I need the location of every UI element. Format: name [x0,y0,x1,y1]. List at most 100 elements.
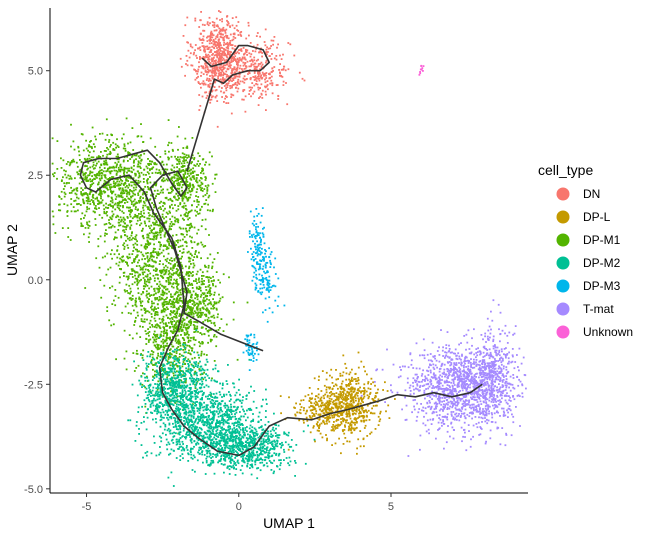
data-point [147,206,150,209]
data-point [106,306,109,309]
data-point [212,304,215,307]
data-point [173,306,175,308]
data-point [165,163,168,166]
data-point [163,273,166,276]
data-point [201,341,204,343]
data-point [205,289,208,291]
data-point [315,410,318,412]
data-point [189,184,192,187]
data-point [167,158,170,161]
data-point [91,183,93,186]
data-point [357,397,360,400]
data-point [180,162,183,165]
data-point [146,375,148,378]
data-point [82,174,85,177]
data-point [178,348,181,351]
data-point [207,316,210,319]
data-point [158,288,160,291]
data-point [134,303,137,306]
data-point [142,372,144,375]
data-point [128,198,131,200]
data-point [188,360,191,362]
data-point [215,307,218,310]
data-point [370,383,372,385]
data-point [131,270,134,272]
data-point [138,265,141,267]
data-point [161,366,163,369]
data-point [243,89,246,91]
data-point [184,326,187,329]
data-point [195,179,198,181]
data-point [178,315,181,317]
data-point [323,397,325,400]
data-point [235,16,238,19]
data-point [165,292,168,295]
data-point [214,191,217,193]
data-point [181,302,184,304]
data-point [236,69,238,72]
data-point [165,270,168,273]
data-point [129,220,131,222]
data-point [129,141,132,144]
data-point [244,62,246,64]
data-point [171,295,174,298]
data-point [133,203,136,206]
data-point [101,216,104,219]
data-point [127,180,129,182]
data-point [178,197,181,200]
data-point [142,204,145,207]
data-point [136,349,138,352]
data-point [369,432,371,435]
data-point [115,358,117,361]
data-point [218,72,220,75]
data-point [167,303,170,305]
data-point [91,178,94,181]
data-point [181,206,184,208]
data-point [184,333,187,336]
data-point [108,141,110,143]
data-point [220,54,223,57]
data-point [177,184,179,187]
data-point [227,50,229,52]
data-point [189,284,191,286]
data-point [131,154,134,157]
data-point [147,188,150,191]
data-point [91,180,93,182]
data-point [161,310,164,313]
data-point [176,278,178,281]
data-point [142,209,145,212]
data-point [162,226,164,229]
data-point [359,410,361,413]
data-point [154,171,157,174]
data-point [131,209,133,212]
data-point [185,55,188,57]
data-point [226,36,228,39]
data-point [213,56,215,59]
data-point [233,48,236,51]
data-point [189,339,192,342]
data-point [229,26,231,28]
data-point [237,49,240,51]
data-point [126,155,128,158]
data-point [109,186,112,189]
data-point [221,28,224,31]
data-point [201,170,203,172]
data-point [146,233,149,236]
data-point [349,371,352,374]
data-point [205,315,208,317]
data-point [61,179,63,182]
data-point [92,200,95,202]
data-point [225,83,228,86]
data-point [130,299,133,301]
data-point [230,86,233,89]
data-point [88,144,90,146]
data-point [171,176,174,179]
data-point [163,234,166,237]
data-point [171,345,174,348]
data-point [145,193,148,196]
data-point [172,273,174,276]
data-point [92,201,94,203]
data-point [140,308,143,311]
data-point [346,402,349,405]
data-point [103,174,106,177]
